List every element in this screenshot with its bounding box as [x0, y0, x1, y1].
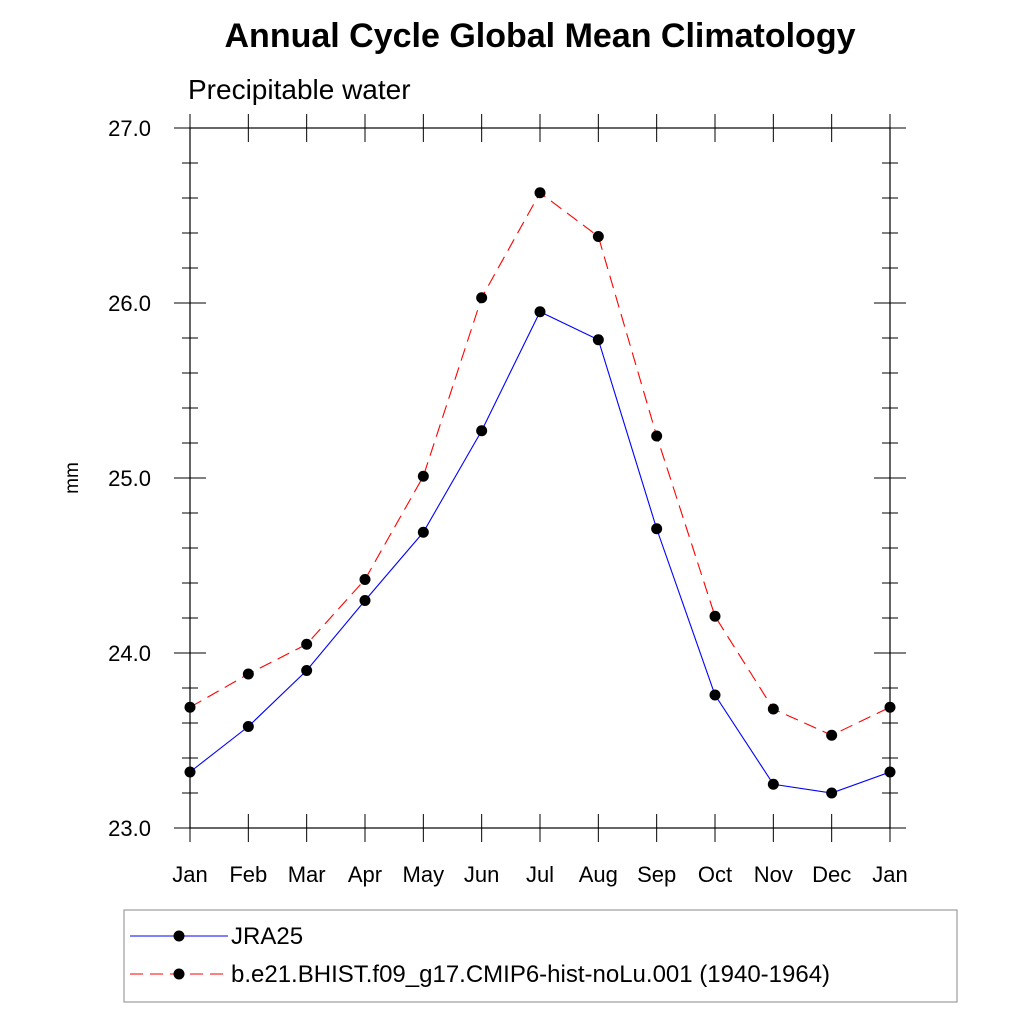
data-point-series-0 [242, 721, 254, 732]
y-axis-label: mm [62, 462, 83, 494]
x-tick-label: Nov [754, 862, 793, 887]
plot-frame [189, 127, 891, 829]
data-point-series-0 [476, 425, 488, 437]
x-tick-label: Dec [812, 862, 851, 887]
data-point-series-0 [767, 778, 779, 790]
legend-label-1: b.e21.BHIST.f09_g17.CMIP6-hist-noLu.001 … [231, 961, 830, 988]
x-tick-label: May [403, 862, 445, 887]
y-tick-label: 26.0 [108, 291, 151, 316]
y-tick-label: 27.0 [108, 116, 151, 141]
data-point-series-1 [709, 610, 721, 622]
x-tick-label: Jul [526, 862, 554, 887]
x-tick-label: Apr [348, 862, 382, 887]
data-point-series-1 [534, 187, 546, 199]
data-point-series-0 [826, 787, 838, 799]
x-tick-label: Jun [464, 862, 499, 887]
data-point-series-0 [359, 595, 371, 606]
x-axis-tick-labels: Jan Feb Mar Apr May Jun Jul Aug Sep Oct Nov Dec Jan [172, 862, 907, 887]
legend-marker-1 [173, 968, 185, 980]
y-tick-label: 24.0 [108, 641, 151, 666]
y-axis-tick-labels: 23.0 24.0 25.0 26.0 27.0 [108, 116, 151, 841]
chart-subtitle: Precipitable water [188, 74, 411, 105]
x-tick-label: Jan [172, 862, 207, 887]
data-point-series-1 [826, 729, 838, 741]
data-point-series-0 [534, 306, 546, 318]
y-tick-label: 23.0 [108, 816, 151, 841]
x-tick-label: Sep [637, 862, 676, 887]
data-point-series-1 [301, 638, 313, 650]
x-tick-label: Oct [698, 862, 732, 887]
x-tick-label: Aug [579, 862, 618, 887]
data-point-series-1 [476, 292, 488, 304]
data-point-series-0 [651, 523, 663, 535]
legend-label-0: JRA25 [231, 923, 303, 950]
data-point-series-1 [242, 668, 254, 680]
legend-marker-0 [173, 930, 185, 942]
data-point-series-0 [592, 334, 604, 346]
data-point-series-1 [651, 430, 663, 442]
data-point-series-1 [359, 574, 371, 585]
data-point-series-1 [417, 470, 429, 482]
data-point-series-0 [301, 665, 313, 676]
y-tick-label: 25.0 [108, 466, 151, 491]
x-tick-label: Mar [288, 862, 326, 887]
x-tick-label: Jan [872, 862, 907, 887]
legend-box [123, 909, 958, 1003]
legend: JRA25 b.e21.BHIST.f09_g17.CMIP6-hist-noLu… [123, 909, 958, 1003]
data-point-series-1 [592, 231, 604, 242]
data-point-series-1 [767, 703, 779, 715]
x-tick-label: Feb [229, 862, 267, 887]
chart-title: Annual Cycle Global Mean Climatology [225, 17, 856, 55]
data-point-series-0 [417, 526, 429, 538]
data-point-series-0 [709, 689, 721, 701]
